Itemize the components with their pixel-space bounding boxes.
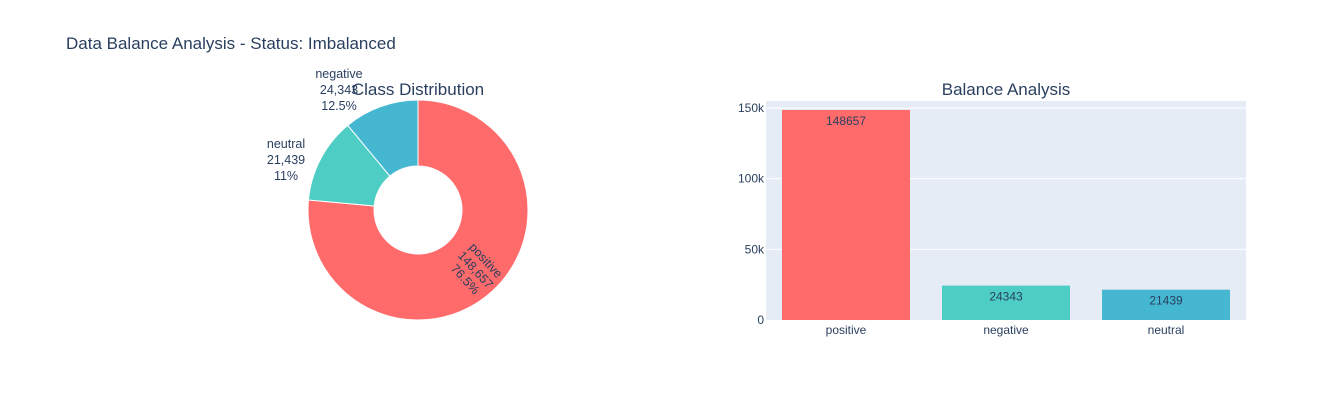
- bar-neutral: [1102, 289, 1230, 320]
- y-tick-label: 150k: [738, 101, 765, 115]
- pie-label-negative: negative 24,343 12.5%: [315, 67, 362, 113]
- bar-value-label-positive: 148657: [826, 114, 866, 128]
- bar-chart-title: Balance Analysis: [942, 80, 1071, 99]
- bar-value-label-negative: 24343: [989, 290, 1023, 304]
- y-tick-label: 0: [757, 313, 764, 327]
- x-tick-label-neutral: neutral: [1148, 323, 1185, 337]
- bar-value-label-neutral: 21439: [1149, 294, 1183, 308]
- pie-chart-title: Class Distribution: [352, 80, 484, 99]
- y-tick-label: 100k: [738, 172, 765, 186]
- bar-chart: 0 50k 100k 150k 148657 positive 24343 negative 2…: [738, 80, 1246, 337]
- pie-slice-neutral: [347, 99, 419, 177]
- y-tick-label: 50k: [745, 242, 765, 256]
- chart-main-title: Data Balance Analysis - Status: Imbalanc…: [66, 34, 396, 53]
- pie-chart: positive148,65776.5%negative 24,343 12.5%n…: [267, 67, 529, 321]
- pie-slice-positive: [307, 99, 529, 321]
- bar-positive: [782, 109, 910, 321]
- bar-negative: [942, 285, 1070, 320]
- x-tick-label-negative: negative: [983, 323, 1029, 337]
- pie-label-neutral: neutral 21,439 11%: [267, 137, 305, 183]
- x-tick-label-positive: positive: [826, 323, 867, 337]
